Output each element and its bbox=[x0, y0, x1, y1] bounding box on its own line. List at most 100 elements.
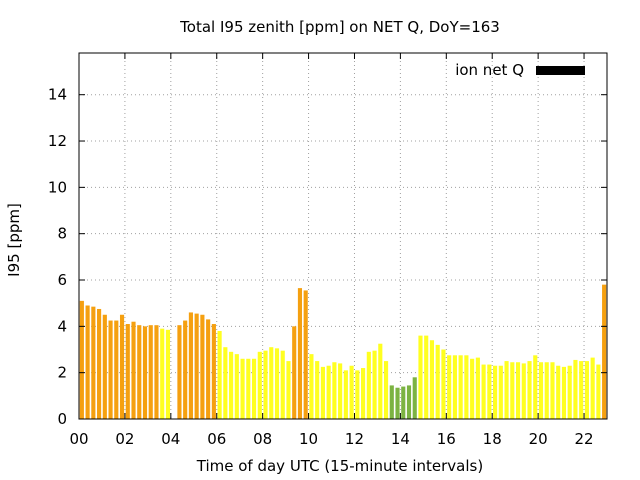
bar bbox=[114, 320, 119, 419]
bar bbox=[148, 325, 153, 419]
bar bbox=[217, 330, 222, 419]
bar bbox=[533, 355, 538, 419]
bar bbox=[521, 363, 526, 419]
bar bbox=[556, 365, 561, 419]
bar bbox=[211, 324, 216, 419]
bar bbox=[475, 357, 480, 419]
y-tick-label: 10 bbox=[48, 178, 67, 196]
bar bbox=[498, 365, 503, 419]
x-tick-label: 00 bbox=[69, 430, 88, 448]
x-tick-label: 08 bbox=[253, 430, 272, 448]
bar bbox=[309, 354, 314, 419]
x-tick-label: 10 bbox=[299, 430, 318, 448]
bar bbox=[435, 344, 440, 419]
bar bbox=[573, 359, 578, 419]
x-tick-label: 06 bbox=[207, 430, 226, 448]
grid-lines bbox=[79, 53, 607, 419]
bar bbox=[561, 366, 567, 419]
bar bbox=[464, 355, 469, 419]
x-tick-label: 16 bbox=[437, 430, 456, 448]
bar bbox=[452, 355, 457, 419]
bar bbox=[338, 363, 343, 419]
bar bbox=[544, 362, 549, 419]
bar bbox=[102, 314, 107, 419]
bar bbox=[510, 362, 515, 419]
bar bbox=[429, 340, 435, 419]
x-tick-label: 12 bbox=[345, 430, 364, 448]
bar bbox=[297, 288, 303, 419]
bar bbox=[183, 320, 188, 419]
y-tick-label: 8 bbox=[57, 225, 67, 243]
legend: ion net Q bbox=[455, 61, 585, 79]
y-tick-label: 0 bbox=[57, 410, 67, 428]
bar bbox=[493, 365, 498, 419]
bar bbox=[206, 319, 211, 419]
x-tick-label: 04 bbox=[161, 430, 180, 448]
bar bbox=[487, 364, 492, 419]
bar bbox=[343, 370, 348, 419]
bar bbox=[366, 351, 371, 419]
bar bbox=[234, 354, 239, 419]
y-tick-label: 2 bbox=[57, 364, 67, 382]
bar bbox=[292, 326, 297, 419]
bar bbox=[280, 350, 285, 419]
bar bbox=[79, 300, 84, 419]
x-tick-label: 22 bbox=[574, 430, 593, 448]
bar bbox=[315, 361, 320, 419]
bar bbox=[142, 326, 148, 419]
bar bbox=[85, 305, 90, 419]
bar bbox=[119, 314, 125, 419]
bar bbox=[188, 312, 193, 419]
bar bbox=[458, 355, 463, 419]
bar bbox=[286, 361, 291, 419]
y-tick-label: 12 bbox=[48, 132, 67, 150]
chart-title: Total I95 zenith [ppm] on NET Q, DoY=163 bbox=[179, 18, 500, 36]
y-tick-label: 6 bbox=[57, 271, 67, 289]
bar bbox=[550, 362, 555, 419]
bar bbox=[406, 385, 412, 419]
bar bbox=[395, 387, 400, 419]
bar bbox=[229, 351, 234, 419]
bar bbox=[320, 366, 325, 419]
bar bbox=[538, 362, 544, 419]
bar bbox=[602, 284, 607, 419]
bar bbox=[590, 357, 595, 419]
bar bbox=[263, 350, 268, 419]
y-axis-ticks: 0 2 4 6 8 10 12 14 bbox=[48, 86, 607, 428]
bar bbox=[579, 361, 584, 419]
bar bbox=[401, 386, 406, 419]
bar bbox=[515, 362, 521, 419]
bar bbox=[194, 313, 199, 419]
bar bbox=[303, 290, 308, 419]
bar bbox=[200, 314, 205, 419]
bar bbox=[246, 358, 251, 419]
x-tick-label: 02 bbox=[115, 430, 134, 448]
bar bbox=[251, 358, 257, 419]
bar bbox=[441, 349, 446, 419]
bar bbox=[504, 361, 509, 419]
bar bbox=[332, 362, 337, 419]
bar bbox=[361, 368, 366, 419]
bar bbox=[567, 365, 572, 419]
bar bbox=[165, 329, 171, 419]
bar bbox=[389, 385, 394, 419]
bar bbox=[355, 370, 360, 419]
bar bbox=[349, 365, 354, 419]
legend-label: ion net Q bbox=[455, 61, 524, 79]
legend-swatch bbox=[536, 66, 585, 75]
x-axis-label: Time of day UTC (15-minute intervals) bbox=[196, 457, 483, 475]
bar bbox=[418, 335, 423, 419]
bar bbox=[274, 348, 280, 419]
bar bbox=[240, 358, 245, 419]
y-tick-label: 14 bbox=[48, 86, 67, 104]
x-axis-ticks: 00 02 04 06 08 10 12 14 16 18 20 22 bbox=[69, 53, 594, 448]
y-tick-label: 4 bbox=[57, 317, 67, 335]
bar bbox=[481, 364, 486, 419]
bar bbox=[257, 351, 262, 419]
bar bbox=[470, 358, 475, 419]
bar bbox=[108, 320, 113, 419]
bar bbox=[269, 347, 274, 419]
bar bbox=[378, 343, 383, 419]
bar bbox=[125, 324, 130, 419]
plot-border bbox=[78, 52, 608, 420]
